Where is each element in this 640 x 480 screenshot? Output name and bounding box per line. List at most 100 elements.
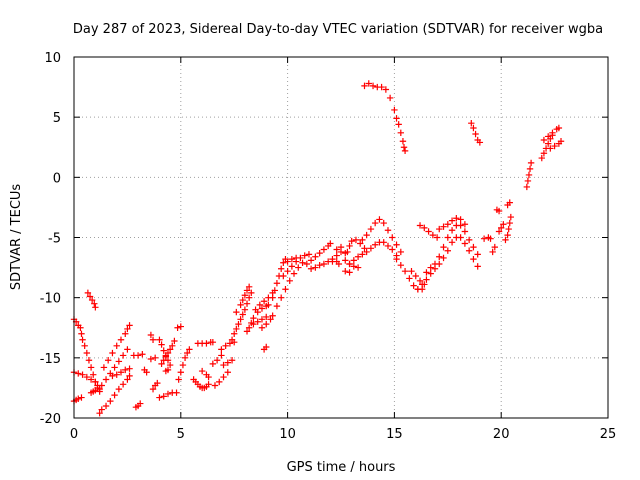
data-point [540, 150, 548, 157]
data-point [342, 267, 349, 275]
series-early-j [102, 372, 133, 410]
data-point [92, 387, 99, 394]
data-point [209, 338, 217, 346]
data-point [124, 325, 131, 333]
series-mid-p [269, 259, 306, 319]
data-point [252, 306, 259, 313]
data-point [122, 366, 129, 374]
data-point [335, 260, 343, 268]
data-point [416, 222, 424, 229]
data-point [305, 251, 313, 258]
data-point [476, 139, 484, 146]
data-point [160, 347, 167, 354]
data-point [237, 316, 244, 323]
data-point [79, 371, 86, 378]
data-point [551, 142, 558, 150]
data-point [448, 217, 456, 224]
series-early-r [156, 389, 180, 401]
data-point [295, 264, 302, 271]
data-point [284, 258, 291, 265]
series-late-x [547, 138, 565, 152]
series-early-v [174, 323, 184, 331]
data-point [448, 239, 456, 246]
data-point [406, 275, 413, 282]
data-point [540, 136, 548, 144]
series-early-s [156, 336, 174, 369]
data-point [171, 337, 178, 345]
series-mid-a [190, 376, 212, 392]
series-late-g [393, 255, 426, 293]
data-point [85, 357, 93, 364]
series-late-f [359, 216, 405, 256]
data-point [352, 236, 360, 244]
data-point [470, 255, 477, 263]
data-point [378, 83, 385, 91]
data-point [75, 370, 82, 377]
data-point [444, 234, 451, 241]
data-point [395, 121, 402, 128]
grid-lines [74, 57, 608, 418]
series-late-t [504, 199, 513, 209]
data-point [134, 352, 142, 359]
series-mid-i [233, 283, 253, 316]
data-point [461, 228, 469, 235]
data-point [401, 267, 409, 275]
data-point [380, 239, 387, 246]
data-point [429, 231, 437, 239]
data-point [83, 349, 91, 357]
data-point [393, 115, 400, 122]
data-point [115, 358, 123, 365]
series-late-c [342, 267, 353, 276]
data-point [160, 357, 167, 364]
data-point [470, 124, 477, 132]
data-point [448, 227, 456, 234]
y-tick-label: -15 [40, 352, 61, 367]
data-point [357, 240, 364, 247]
data-point [410, 282, 417, 289]
series-late-r [495, 221, 507, 235]
data-point [500, 221, 507, 228]
data-point [218, 352, 225, 359]
data-point [250, 320, 257, 328]
data-point [164, 390, 172, 398]
data-point [137, 400, 144, 407]
series-late-q [493, 206, 503, 215]
data-point [226, 340, 234, 347]
series-early-e [84, 289, 99, 311]
series-mid-f [218, 338, 238, 353]
data-point [440, 243, 447, 251]
series-late-m [361, 80, 409, 155]
data-point [316, 249, 323, 257]
data-point [100, 364, 108, 371]
data-point [250, 314, 257, 322]
series-mid-j [243, 302, 270, 335]
data-point [86, 293, 94, 300]
series-late-p [489, 243, 498, 256]
data-point [263, 313, 270, 321]
data-point [350, 257, 358, 264]
data-point [181, 354, 189, 362]
series-early-a [70, 316, 86, 343]
data-point [489, 248, 496, 256]
data-point [495, 207, 503, 215]
data-point [222, 342, 229, 349]
data-point [440, 254, 447, 262]
series-mid-c [198, 367, 212, 381]
data-point [286, 277, 293, 285]
x-tick-label: 25 [600, 427, 617, 442]
data-point [119, 381, 127, 388]
data-point [113, 342, 120, 349]
x-axis-label: GPS time / hours [287, 460, 396, 475]
data-point [544, 133, 552, 140]
data-point [380, 219, 387, 227]
data-point [361, 245, 368, 252]
data-point [265, 301, 272, 309]
data-point [282, 286, 289, 293]
data-point [258, 324, 266, 331]
data-point [505, 225, 512, 233]
data-point [186, 346, 193, 353]
data-point [423, 276, 430, 283]
data-point [149, 336, 157, 343]
data-point [342, 257, 349, 264]
data-point [397, 129, 405, 137]
